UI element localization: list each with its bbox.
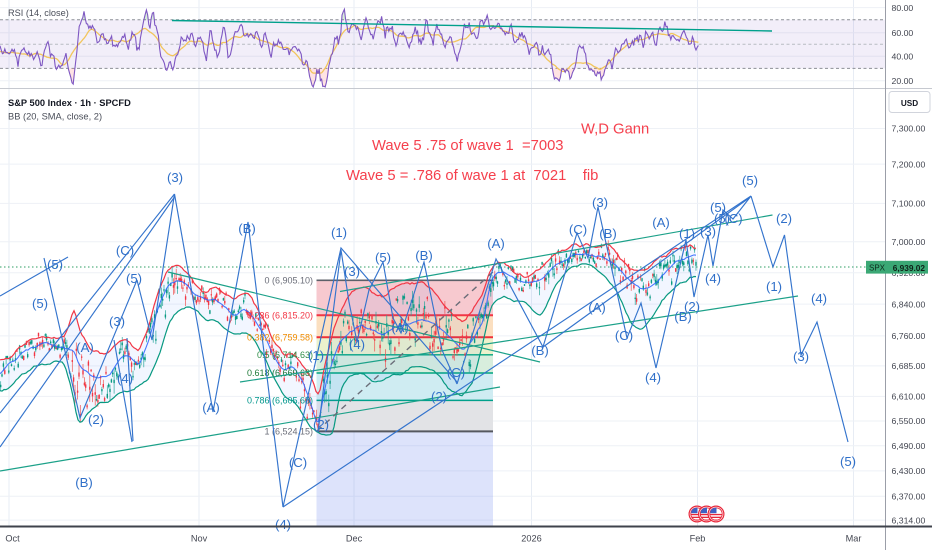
svg-text:(4): (4) xyxy=(275,517,291,532)
svg-text:(5): (5) xyxy=(375,250,391,265)
svg-text:(4): (4) xyxy=(645,370,661,385)
svg-text:(A): (A) xyxy=(588,300,606,315)
svg-text:(4): (4) xyxy=(811,291,827,306)
svg-text:(C): (C) xyxy=(289,455,307,470)
svg-text:(4): (4) xyxy=(349,337,365,352)
svg-text:Dec: Dec xyxy=(346,534,363,544)
svg-text:0.236 (6,815.20): 0.236 (6,815.20) xyxy=(247,311,313,321)
svg-text:S&P 500 Index · 1h · SPCFD: S&P 500 Index · 1h · SPCFD xyxy=(8,98,131,108)
svg-text:(5): (5) xyxy=(742,173,758,188)
svg-text:0.786 (6,605.68): 0.786 (6,605.68) xyxy=(247,396,313,406)
svg-text:(5): (5) xyxy=(47,257,63,272)
svg-text:6,490.00: 6,490.00 xyxy=(892,441,926,451)
svg-text:(1): (1) xyxy=(679,226,695,241)
svg-text:6,760.00: 6,760.00 xyxy=(892,331,926,341)
svg-text:7,300.00: 7,300.00 xyxy=(892,124,926,134)
svg-text:(2): (2) xyxy=(684,299,700,314)
svg-text:20.00: 20.00 xyxy=(892,76,914,86)
svg-text:(2): (2) xyxy=(431,389,447,404)
svg-text:6,550.00: 6,550.00 xyxy=(892,416,926,426)
svg-text:(5): (5) xyxy=(710,200,726,215)
svg-text:(A): (A) xyxy=(76,340,94,355)
svg-text:6,314.00: 6,314.00 xyxy=(892,515,926,525)
svg-text:(5): (5) xyxy=(714,211,730,226)
svg-text:(B): (B) xyxy=(674,309,692,324)
svg-text:6,939.02: 6,939.02 xyxy=(893,263,926,273)
svg-text:(C): (C) xyxy=(615,328,633,343)
svg-text:6,840.00: 6,840.00 xyxy=(892,299,926,309)
svg-text:6,370.00: 6,370.00 xyxy=(892,491,926,501)
svg-text:Wave 5 = .786 of wave 1 at 70: Wave 5 = .786 of wave 1 at 7021 fib xyxy=(346,168,598,184)
svg-text:(A): (A) xyxy=(202,400,220,415)
svg-text:80.00: 80.00 xyxy=(892,3,914,13)
svg-text:(C): (C) xyxy=(447,365,465,380)
svg-text:(3): (3) xyxy=(167,170,183,185)
svg-text:(B): (B) xyxy=(75,475,93,490)
svg-text:7,100.00: 7,100.00 xyxy=(892,199,926,209)
svg-text:(4): (4) xyxy=(705,271,721,286)
svg-text:40.00: 40.00 xyxy=(892,51,914,61)
svg-text:Oct: Oct xyxy=(5,534,20,544)
svg-text:Wave 5 .75 of wave 1 =7003: Wave 5 .75 of wave 1 =7003 xyxy=(372,138,564,154)
svg-text:6,610.00: 6,610.00 xyxy=(892,392,926,402)
svg-text:Feb: Feb xyxy=(690,534,706,544)
svg-text:(C): (C) xyxy=(569,222,587,237)
svg-text:Nov: Nov xyxy=(191,534,208,544)
svg-text:7,200.00: 7,200.00 xyxy=(892,159,926,169)
svg-text:(1): (1) xyxy=(766,279,782,294)
svg-text:0 (6,905.10): 0 (6,905.10) xyxy=(264,276,313,286)
svg-text:(3): (3) xyxy=(344,264,360,279)
svg-text:(2): (2) xyxy=(88,412,104,427)
svg-text:(C): (C) xyxy=(724,211,742,226)
svg-text:(2): (2) xyxy=(313,417,329,432)
svg-text:(A): (A) xyxy=(391,320,409,335)
svg-text:(3): (3) xyxy=(793,349,809,364)
svg-text:(1): (1) xyxy=(331,225,347,240)
svg-text:(5): (5) xyxy=(840,454,856,469)
svg-text:1 (6,524.15): 1 (6,524.15) xyxy=(264,427,313,437)
svg-text:(C): (C) xyxy=(116,243,134,258)
svg-text:(A): (A) xyxy=(487,236,505,251)
svg-text:(1): (1) xyxy=(308,348,324,363)
svg-text:6,685.00: 6,685.00 xyxy=(892,361,926,371)
svg-text:60.00: 60.00 xyxy=(892,28,914,38)
svg-text:(B): (B) xyxy=(415,248,433,263)
svg-text:0.618 (6,669.68): 0.618 (6,669.68) xyxy=(247,368,313,378)
svg-text:(B): (B) xyxy=(238,221,256,236)
svg-text:2026: 2026 xyxy=(521,534,541,544)
svg-text:(A): (A) xyxy=(652,215,670,230)
svg-text:Mar: Mar xyxy=(846,534,862,544)
svg-text:(B): (B) xyxy=(599,226,617,241)
svg-text:6,430.00: 6,430.00 xyxy=(892,466,926,476)
svg-text:(5): (5) xyxy=(32,296,48,311)
svg-text:RSI (14, close): RSI (14, close) xyxy=(8,8,69,18)
svg-text:0.382 (6,759.58): 0.382 (6,759.58) xyxy=(247,333,313,343)
svg-text:(3): (3) xyxy=(700,224,716,239)
svg-text:0.5 (6,714.63): 0.5 (6,714.63) xyxy=(257,350,313,360)
svg-text:(3): (3) xyxy=(592,195,608,210)
svg-text:(5): (5) xyxy=(126,271,142,286)
svg-text:(2): (2) xyxy=(776,211,792,226)
svg-text:(4): (4) xyxy=(117,371,133,386)
svg-text:7,000.00: 7,000.00 xyxy=(892,237,926,247)
svg-text:USD: USD xyxy=(901,99,918,108)
svg-text:BB (20, SMA, close, 2): BB (20, SMA, close, 2) xyxy=(8,112,102,122)
svg-text:(3): (3) xyxy=(109,314,125,329)
svg-text:SPX: SPX xyxy=(869,264,886,273)
svg-text:W,D Gann: W,D Gann xyxy=(581,122,649,138)
svg-text:(B): (B) xyxy=(531,343,549,358)
